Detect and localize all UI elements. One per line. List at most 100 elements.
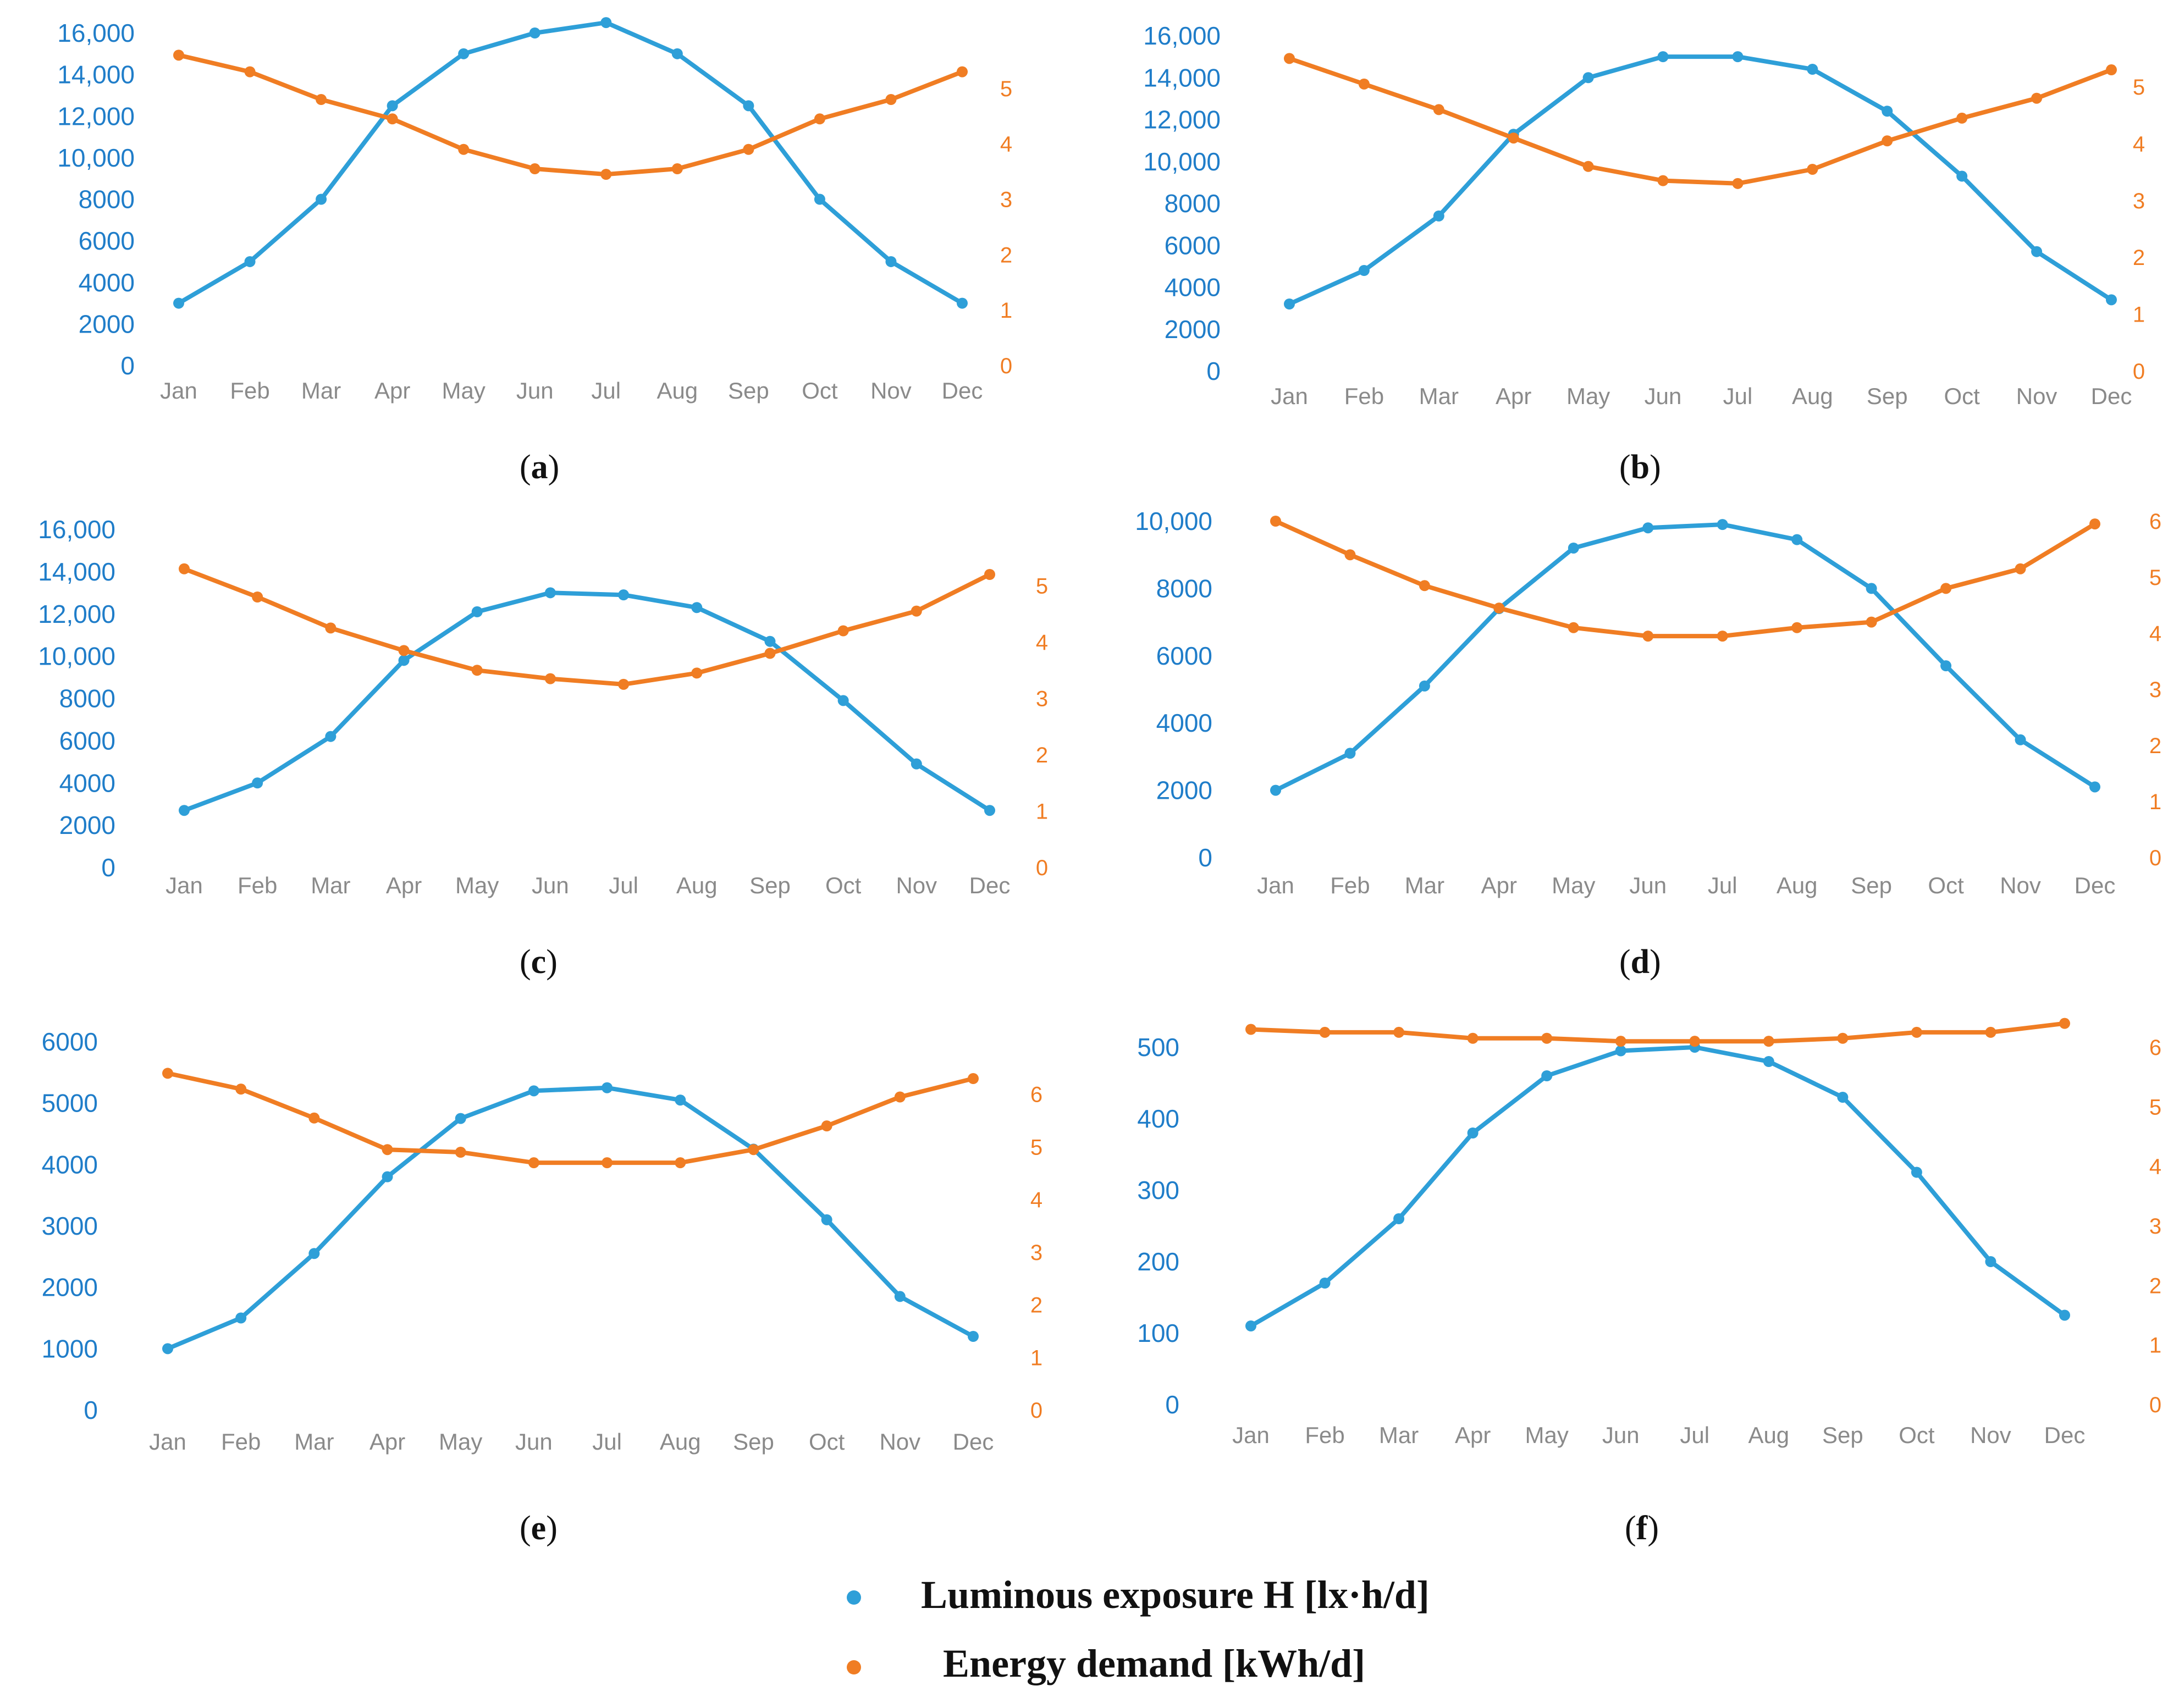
x-axis-tick-label: Nov [870,378,912,403]
luminous-point [1866,583,1877,594]
energy-point [671,163,683,175]
x-axis-tick-label: Jan [1271,383,1308,409]
energy-point [1657,175,1669,186]
luminous-point [162,1343,173,1355]
left-axis-tick-label: 300 [1137,1176,1179,1204]
x-axis-tick-label: Dec [969,872,1011,898]
left-axis-tick-label: 6000 [79,226,135,255]
x-axis-tick-label: Jun [1602,1422,1640,1448]
energy-point [968,1073,979,1084]
right-axis-tick-label: 4 [1030,1188,1042,1212]
energy-point [1319,1026,1331,1038]
x-axis-tick-label: Jan [1257,872,1294,898]
energy-point [675,1157,686,1169]
energy-point [764,648,776,659]
x-axis-tick-label: Apr [386,872,422,898]
energy-series-line [182,566,992,687]
left-axis-tick-label: 0 [1198,843,1212,872]
left-axis-tick-label: 6000 [59,726,115,755]
luminous-point [455,1113,466,1124]
right-axis-tick-label: 1 [1000,299,1012,323]
energy-point [1866,616,1877,628]
luminous-point [2059,1309,2070,1321]
x-axis-tick-label: Oct [1899,1422,1935,1448]
energy-series-line [1249,1021,2067,1044]
left-axis-tick-label: 16,000 [1143,21,1221,50]
right-axis-tick-label: 6 [2149,510,2161,534]
luminous-series-line [182,590,992,813]
energy-point [1791,622,1803,633]
luminous-point [1582,72,1594,84]
x-axis-tick-label: Mar [1405,872,1444,898]
x-axis-tick-label: Apr [1455,1422,1491,1448]
caption-f: (f) [1625,1510,1659,1547]
luminous-point [1541,1070,1553,1081]
x-axis-tick-label: Apr [369,1429,405,1455]
energy-point [1985,1026,1996,1038]
x-axis-tick-label: Aug [1748,1422,1789,1448]
left-axis-tick-label: 0 [84,1396,98,1424]
legend-luminous-label: Luminous exposure H [lx·h/d] [921,1573,1430,1617]
x-axis-tick-label: May [1525,1422,1569,1448]
right-axis-tick-label: 5 [1030,1135,1042,1159]
right-axis-tick-label: 0 [2149,1393,2161,1417]
left-axis-tick-label: 4000 [79,268,135,297]
luminous-point [1956,170,1968,182]
x-axis-tick-label: May [439,1429,482,1455]
x-axis-tick-label: Jun [1629,872,1667,898]
x-axis-tick-label: Mar [1419,383,1459,409]
caption-d: (d) [1619,943,1661,981]
energy-point [743,143,754,155]
x-axis-tick-label: Sep [733,1429,774,1455]
luminous-point [252,777,263,789]
caption-b-letter: b [1630,449,1650,486]
left-axis-tick-label: 4000 [59,769,115,797]
luminous-point [1467,1127,1479,1138]
x-axis-tick-label: Oct [825,872,862,898]
x-axis-tick-label: Aug [676,872,718,898]
left-axis-tick-label: 400 [1137,1104,1179,1133]
energy-point [179,563,190,574]
energy-point [1541,1032,1553,1044]
x-axis-tick-label: Nov [1970,1422,2011,1448]
right-axis-tick-label: 3 [1036,687,1048,711]
luminous-point [458,48,470,59]
x-axis-tick-label: May [1552,872,1595,898]
luminous-point [764,635,776,647]
energy-point [1615,1036,1626,1047]
energy-point [1689,1036,1701,1047]
luminous-point [528,1085,539,1097]
luminous-point [1568,542,1579,554]
luminous-series-line [176,20,964,306]
energy-point [1419,580,1430,592]
x-axis-tick-label: Dec [2044,1422,2086,1448]
energy-point [2059,1018,2070,1029]
chart-panel-d: 0 2000 4000 6000 8000 10,000 0 1 2 3 4 5 6 Jan Feb Mar A… [1135,507,2161,898]
left-axis-tick-label: 10,000 [38,642,115,671]
energy-point [471,665,483,676]
chart-panel-e: 0 1000 2000 3000 4000 5000 6000 0 1 2 3 4 5 6 Jan Feb Ma… [42,1027,1042,1455]
left-axis-tick-label: 14,000 [57,60,135,89]
right-axis-tick-label: 4 [2133,132,2145,156]
left-axis-tick-label: 4000 [1165,273,1221,302]
x-axis-tick-label: Jan [160,378,197,403]
luminous-point [911,758,922,770]
right-axis-tick-label: 1 [2149,790,2161,814]
energy-point [1393,1026,1405,1038]
luminous-series-line [1273,522,2097,793]
caption-e-letter: e [531,1510,547,1547]
left-axis-tick-label: 0 [120,351,135,380]
right-axis-tick-label: 2 [2133,246,2145,270]
luminous-point [529,27,540,38]
x-axis-tick-label: Jul [1680,1422,1709,1448]
luminous-point [1245,1320,1256,1331]
chart-panel-b: 0 2000 4000 6000 8000 10,000 12,000 14,000 16,00… [1143,21,2145,409]
x-axis-tick-label: Aug [1777,872,1818,898]
luminous-point [957,297,968,309]
luminous-point [814,194,825,205]
energy-point [544,673,556,684]
luminous-point [544,587,556,599]
energy-point [1763,1036,1774,1047]
luminous-series-line [166,1085,975,1351]
